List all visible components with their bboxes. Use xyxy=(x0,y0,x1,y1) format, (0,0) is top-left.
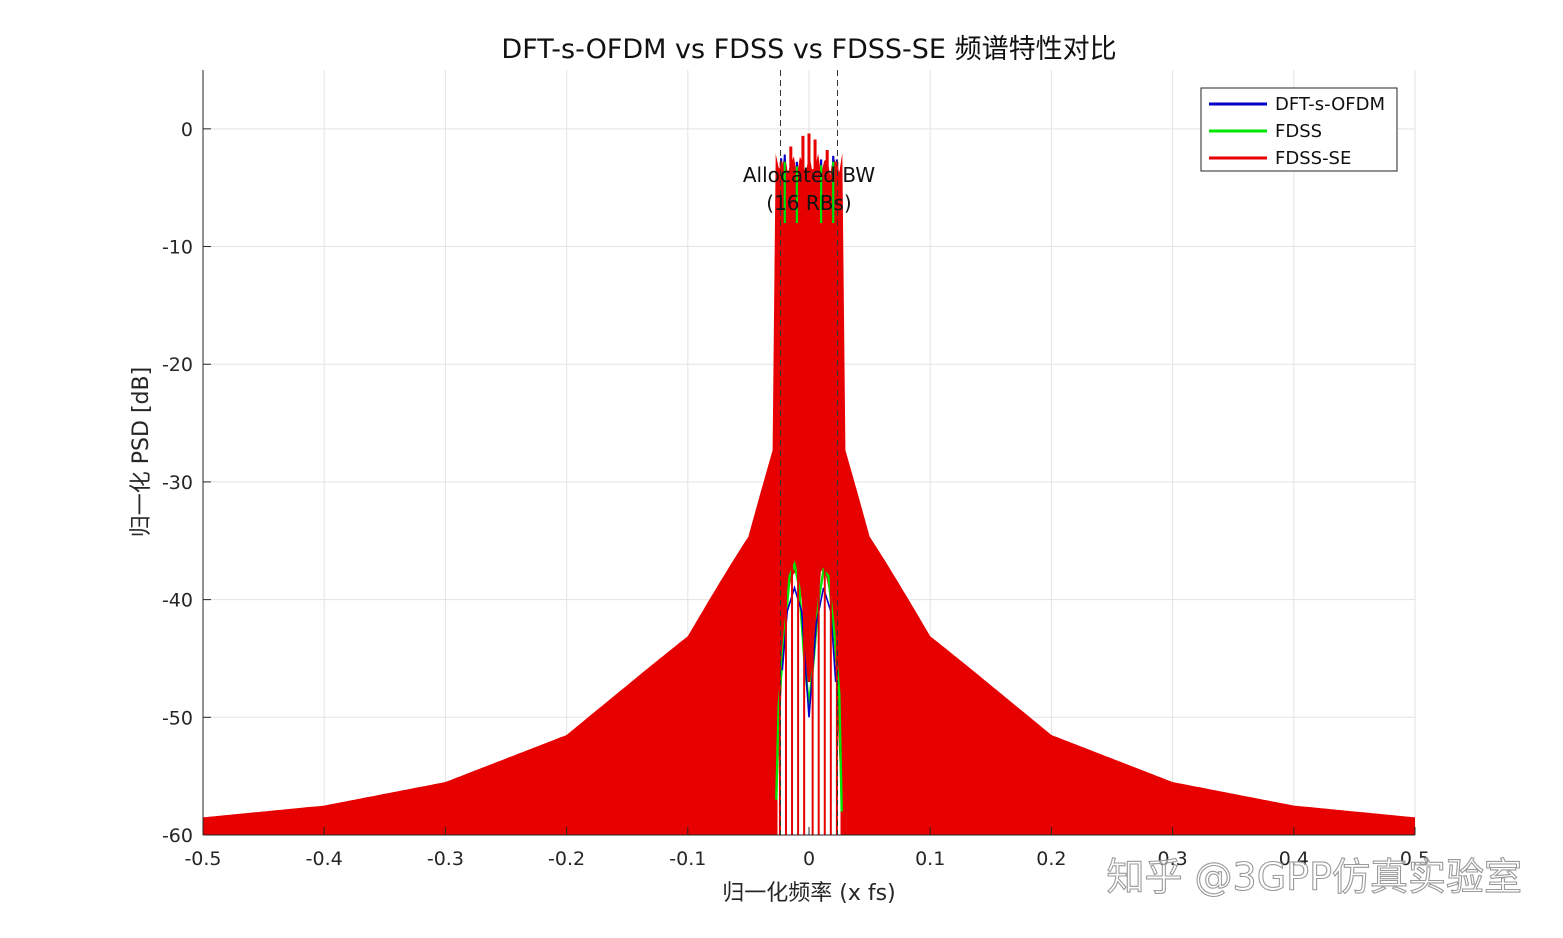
chart-title: DFT-s-OFDM vs FDSS vs FDSS-SE 频谱特性对比 xyxy=(501,34,1116,65)
y-tick-labels: 0 -10 -20 -30 -40 -50 -60 xyxy=(162,119,193,847)
watermark: 知乎 @3GPP仿真实验室 xyxy=(1106,855,1522,899)
x-tick-label: 0 xyxy=(803,848,815,870)
y-tick-label: -50 xyxy=(162,707,193,729)
legend-label: FDSS-SE xyxy=(1275,148,1351,169)
y-tick-label: 0 xyxy=(181,119,193,141)
legend-label: FDSS xyxy=(1275,121,1322,142)
x-tick-label: -0.2 xyxy=(548,848,585,870)
y-tick-label: -10 xyxy=(162,237,193,259)
y-tick-label: -60 xyxy=(162,825,193,847)
annotation-line-2: (16 RBs) xyxy=(766,191,851,215)
x-tick-label: 0.2 xyxy=(1036,848,1066,870)
x-tick-label: 0.3 xyxy=(1157,848,1187,870)
legend: DFT-s-OFDM FDSS FDSS-SE xyxy=(1200,87,1398,172)
x-tick-label: -0.1 xyxy=(669,848,706,870)
dft-s-ofdm-notch-trace xyxy=(781,585,837,718)
x-tick-label: -0.3 xyxy=(427,848,464,870)
y-tick-label: -30 xyxy=(162,472,193,494)
x-tick-label: -0.5 xyxy=(184,848,221,870)
x-tick-label: 0.1 xyxy=(915,848,945,870)
y-tick-label: -20 xyxy=(162,354,193,376)
x-tick-label: -0.4 xyxy=(306,848,343,870)
x-axis-label: 归一化频率 (x fs) xyxy=(722,881,895,906)
fdss-se-area xyxy=(203,152,1415,835)
psd-area-layer xyxy=(203,133,1415,835)
x-tick-labels: -0.5 -0.4 -0.3 -0.2 -0.1 0 0.1 0.2 0.3 0.4 0.5 xyxy=(184,848,1430,870)
axes xyxy=(202,70,1416,836)
allocated-band-markers xyxy=(780,70,838,835)
legend-label: DFT-s-OFDM xyxy=(1275,94,1385,115)
y-axis-label: 归一化 PSD [dB] xyxy=(129,367,154,537)
x-tick-label: 0.4 xyxy=(1279,848,1309,870)
x-tick-label: 0.5 xyxy=(1400,848,1430,870)
y-tick-label: -40 xyxy=(162,590,193,612)
annotation-line-1: Allocated BW xyxy=(743,163,875,187)
